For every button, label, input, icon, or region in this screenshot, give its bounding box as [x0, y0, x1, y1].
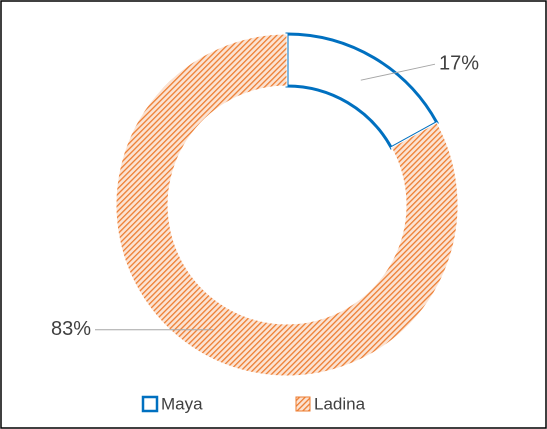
donut-segment: [115, 33, 459, 377]
data-label: 83%: [51, 318, 91, 340]
data-label: 17%: [439, 52, 479, 74]
leader-line: [360, 63, 436, 81]
legend-swatch: [141, 395, 159, 413]
legend-swatch: [295, 396, 311, 412]
legend-label: Ladina: [314, 394, 366, 413]
legend-label: Maya: [161, 394, 203, 413]
